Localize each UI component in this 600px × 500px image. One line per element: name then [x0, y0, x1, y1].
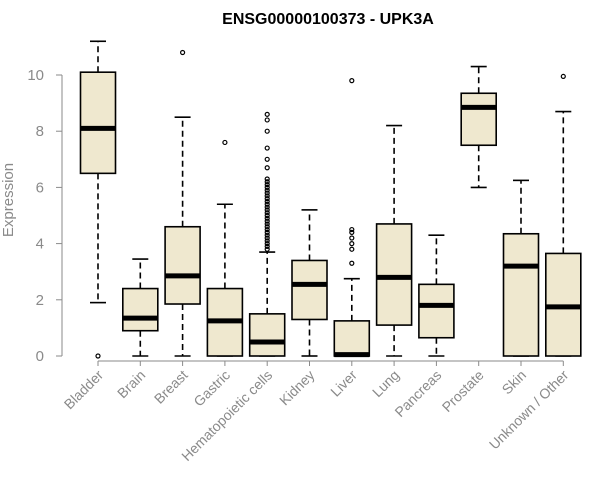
outlier-point [264, 117, 270, 123]
outlier-point [264, 229, 270, 235]
box-iqr [164, 225, 201, 305]
outlier-point [180, 49, 186, 56]
box-iqr [248, 313, 286, 357]
outlier-point [264, 156, 270, 162]
outlier-point [222, 139, 228, 146]
outlier-point [264, 196, 270, 202]
outlier-point [264, 198, 270, 205]
outlier-point [264, 238, 270, 244]
y-tick-label: 10 [27, 67, 44, 84]
outlier-point [349, 229, 355, 235]
x-tick-label: Lung [369, 367, 402, 400]
outlier-point [349, 78, 355, 84]
y-tick-label: 2 [36, 292, 44, 309]
outlier-point [264, 226, 270, 233]
outlier-point [264, 210, 270, 216]
outlier-point [560, 73, 566, 80]
outlier-point [349, 246, 355, 252]
outlier-point [95, 353, 101, 359]
outlier-point [264, 193, 270, 199]
box-group [164, 49, 201, 357]
box-group [502, 179, 540, 357]
x-tick-label: Prostate [439, 367, 487, 415]
outlier-point [264, 201, 270, 207]
box-group [418, 234, 455, 357]
box-iqr [460, 92, 498, 147]
outlier-point [264, 128, 270, 134]
x-tick-label: Bladder [61, 367, 107, 413]
y-axis-label: Expression [0, 163, 17, 237]
chart-title: ENSG00000100373 - UPK3A [222, 11, 434, 28]
box-iqr [79, 71, 117, 175]
box-iqr [375, 223, 413, 326]
outlier-point [349, 226, 355, 233]
x-tick-label: Kidney [276, 367, 318, 409]
box-group [460, 65, 498, 189]
box-group [206, 139, 244, 357]
outlier-point [264, 232, 270, 238]
outlier-point [264, 187, 270, 193]
outlier-point [264, 184, 270, 190]
outlier-point [264, 207, 270, 213]
box-iqr [333, 320, 371, 357]
x-tick-label: Brain [114, 367, 148, 401]
boxes-layer [79, 40, 582, 359]
y-tick-label: 6 [36, 179, 44, 196]
y-tick-label: 4 [36, 236, 44, 253]
box-iqr [291, 259, 328, 321]
outlier-point [264, 176, 270, 182]
outlier-point [264, 212, 270, 219]
y-tick-label: 8 [36, 123, 44, 140]
outlier-point [264, 224, 270, 230]
outlier-point [264, 246, 270, 252]
outlier-point [264, 215, 270, 221]
outlier-point [349, 241, 355, 247]
box-iqr [418, 283, 455, 339]
outlier-point [264, 190, 270, 196]
outlier-point [264, 235, 270, 241]
outlier-point [264, 111, 270, 117]
x-tick-label: Breast [151, 367, 191, 407]
outlier-point [264, 218, 270, 224]
box-iqr [122, 287, 159, 332]
y-axis: 0 2 4 6 8 10 [27, 67, 63, 365]
x-tick-label: Unknown / Other [486, 367, 572, 453]
box-group [291, 209, 328, 357]
outlier-point [264, 241, 270, 247]
outlier-point [264, 165, 270, 171]
outlier-point [264, 221, 270, 227]
outlier-point [264, 145, 270, 151]
x-tick-label: Liver [327, 367, 360, 400]
outlier-point [349, 260, 355, 266]
box-group [122, 258, 159, 357]
box-group [79, 40, 117, 359]
outlier-point [264, 179, 270, 185]
box-group [375, 124, 413, 357]
outlier-point [264, 243, 270, 250]
box-group [248, 111, 286, 357]
x-tick-label: Skin [499, 367, 530, 398]
outlier-point [264, 181, 270, 188]
box-iqr [502, 232, 540, 357]
outlier-point [264, 204, 270, 210]
box-group [333, 78, 371, 358]
x-tick-label: Pancreas [391, 367, 444, 420]
outlier-point [349, 235, 355, 241]
box-group [544, 73, 582, 357]
y-tick-label: 0 [36, 348, 44, 365]
